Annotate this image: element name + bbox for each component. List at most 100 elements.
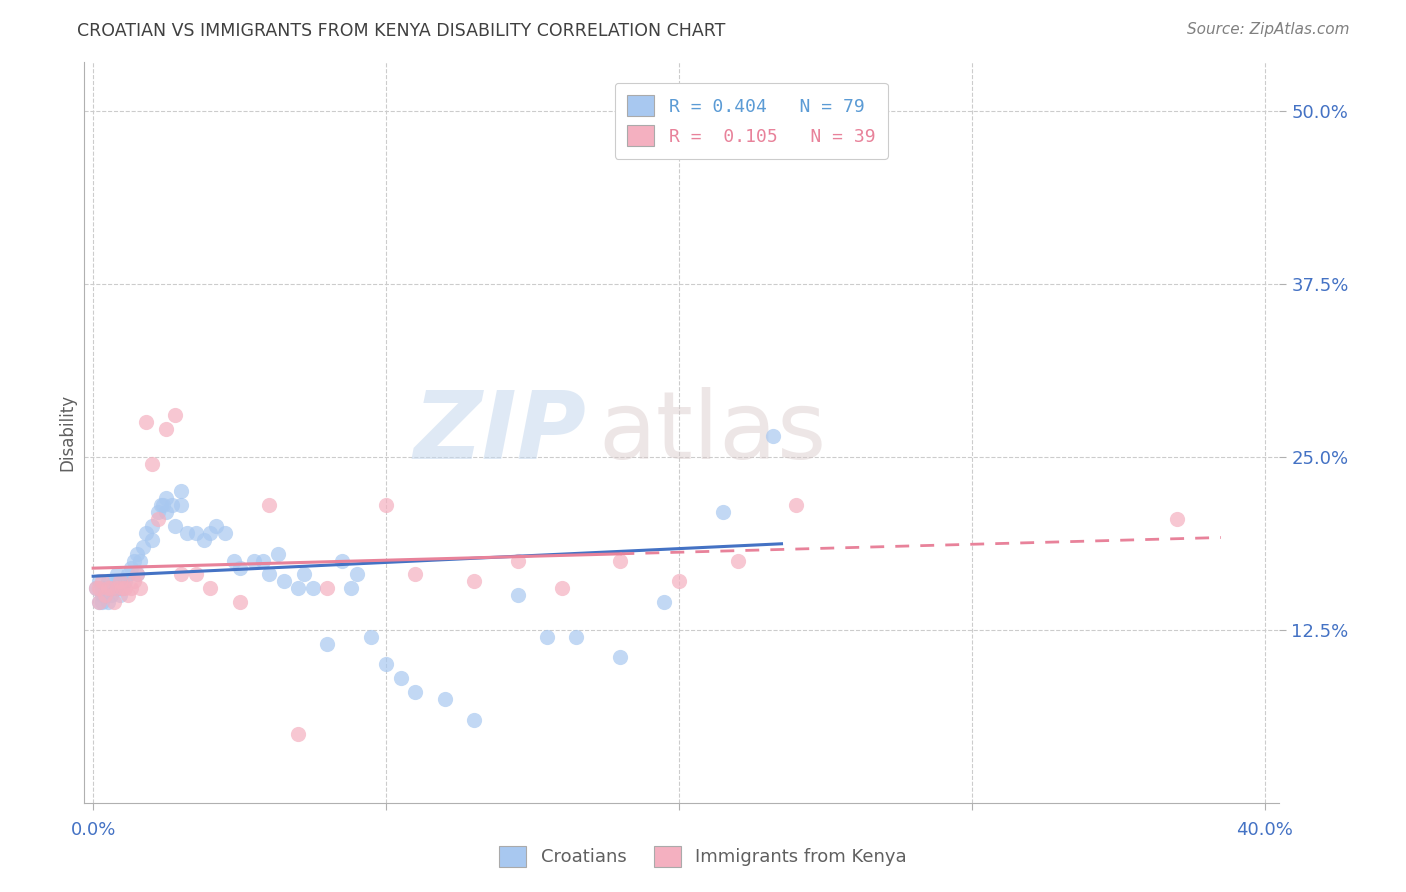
Text: 40.0%: 40.0% <box>1236 822 1294 839</box>
Point <box>111 574 134 589</box>
Point <box>668 574 690 589</box>
Point <box>129 582 152 596</box>
Point <box>404 685 426 699</box>
Point <box>316 582 339 596</box>
Point <box>84 582 107 596</box>
Point <box>287 726 309 740</box>
Point <box>152 498 174 512</box>
Point <box>1166 512 1188 526</box>
Text: CROATIAN VS IMMIGRANTS FROM KENYA DISABILITY CORRELATION CHART: CROATIAN VS IMMIGRANTS FROM KENYA DISABI… <box>77 22 725 40</box>
Point <box>87 582 110 596</box>
Point <box>122 574 145 589</box>
Point <box>463 574 485 589</box>
Point <box>360 630 382 644</box>
Point <box>114 574 136 589</box>
Point <box>105 567 128 582</box>
Point <box>506 554 529 568</box>
Point <box>228 560 250 574</box>
Point <box>111 582 134 596</box>
Point <box>273 574 295 589</box>
Point <box>129 554 152 568</box>
Point <box>205 519 228 533</box>
Point <box>727 554 749 568</box>
Point <box>97 582 120 596</box>
Point <box>100 582 122 596</box>
Point <box>97 574 120 589</box>
Point <box>122 554 145 568</box>
Point <box>506 588 529 602</box>
Point <box>404 567 426 582</box>
Point <box>100 582 122 596</box>
Point <box>316 637 339 651</box>
Text: Source: ZipAtlas.com: Source: ZipAtlas.com <box>1187 22 1350 37</box>
Point <box>165 409 187 423</box>
Point <box>228 595 250 609</box>
Point <box>103 595 125 609</box>
Point <box>654 595 676 609</box>
Point <box>302 582 325 596</box>
Point <box>565 630 588 644</box>
Point <box>162 498 183 512</box>
Point <box>135 525 157 540</box>
Point <box>155 422 177 436</box>
Point <box>200 525 222 540</box>
Point <box>755 118 778 132</box>
Point <box>100 588 122 602</box>
Point <box>127 567 149 582</box>
Y-axis label: Disability: Disability <box>58 394 76 471</box>
Point <box>94 588 117 602</box>
Point <box>165 519 187 533</box>
Point <box>105 582 128 596</box>
Point <box>97 595 120 609</box>
Point <box>170 484 193 499</box>
Point <box>135 415 157 429</box>
Point <box>170 498 193 512</box>
Point <box>100 582 122 596</box>
Point <box>155 505 177 519</box>
Point <box>536 630 558 644</box>
Point <box>117 588 139 602</box>
Point <box>87 595 110 609</box>
Point <box>87 574 110 589</box>
Point <box>340 582 363 596</box>
Point <box>94 582 117 596</box>
Point <box>117 567 139 582</box>
Point <box>155 491 177 506</box>
Point <box>170 567 193 582</box>
Point <box>375 498 398 512</box>
Point <box>146 512 169 526</box>
Point <box>433 692 456 706</box>
Point <box>90 582 114 596</box>
Point <box>84 582 107 596</box>
Point <box>711 505 734 519</box>
Point <box>287 582 309 596</box>
Point <box>785 498 807 512</box>
Point <box>111 582 134 596</box>
Point <box>193 533 215 547</box>
Point <box>94 582 117 596</box>
Point <box>243 554 266 568</box>
Point <box>146 505 169 519</box>
Text: atlas: atlas <box>599 386 827 479</box>
Point <box>346 567 368 582</box>
Point <box>111 582 134 596</box>
Point <box>292 567 315 582</box>
Point <box>90 588 114 602</box>
Point <box>90 595 114 609</box>
Point <box>141 457 163 471</box>
Point <box>184 567 207 582</box>
Point <box>97 582 120 596</box>
Point <box>762 429 785 443</box>
Point <box>149 498 172 512</box>
Point <box>257 498 280 512</box>
Point <box>222 554 245 568</box>
Point <box>141 519 163 533</box>
Point <box>103 574 125 589</box>
Point <box>87 595 110 609</box>
Legend: R = 0.404   N = 79, R =  0.105   N = 39: R = 0.404 N = 79, R = 0.105 N = 39 <box>614 83 889 159</box>
Point <box>214 525 236 540</box>
Point <box>609 650 631 665</box>
Point <box>141 533 163 547</box>
Text: ZIP: ZIP <box>413 386 586 479</box>
Point <box>184 525 207 540</box>
